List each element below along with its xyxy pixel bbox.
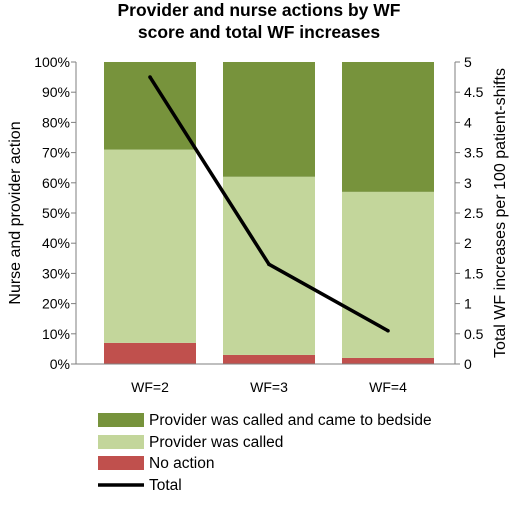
y-left-tick-label-5: 50%	[42, 205, 70, 221]
y-right-tick-label-7: 3.5	[464, 145, 484, 161]
plot-area: WF=2 WF=3 WF=4 0% 10% 20% 30% 40% 50% 60% 70% 80% 90…	[34, 54, 483, 395]
chart-title-line-1: Provider and nurse actions by WF	[118, 0, 401, 20]
legend-label-4: Total	[149, 477, 182, 494]
y-left-tick-label-2: 20%	[42, 296, 70, 312]
total-line-point-2	[267, 262, 271, 267]
y-right-tick-label-0: 0	[464, 356, 472, 372]
y-right-tick-label-10: 5	[464, 54, 472, 70]
y-left-tick-label-8: 80%	[42, 114, 70, 130]
legend: Provider was called and came to bedside P…	[98, 412, 432, 494]
y-right-tick-label-8: 4	[464, 114, 472, 130]
y-right-tick-label-3: 1.5	[464, 265, 484, 281]
legend-label-1: Provider was called and came to bedside	[149, 412, 432, 429]
y-right-tick-label-4: 2	[464, 235, 472, 251]
bar-segment-1-2	[223, 354, 315, 364]
y-axis-left-title: Nurse and provider action	[7, 121, 24, 304]
y-left-tick-label-9: 90%	[42, 84, 70, 100]
legend-swatch-2	[98, 435, 144, 449]
bar-segment-1-1	[104, 342, 196, 364]
y-right-tick-label-5: 2.5	[464, 205, 484, 221]
legend-label-2: Provider was called	[149, 434, 283, 451]
bar-segment-3-1	[104, 62, 196, 150]
chart-title-line-2: score and total WF increases	[138, 22, 380, 42]
legend-swatch-3	[98, 456, 144, 470]
bar-segment-2-1	[104, 149, 196, 343]
x-tick-label-2: WF=3	[250, 379, 288, 395]
legend-swatch-1	[98, 413, 144, 427]
y-axis-right-title: Total WF increases per 100 patient-shift…	[492, 68, 509, 358]
y-right-tick-label-9: 4.5	[464, 84, 484, 100]
y-left-tick-label-10: 100%	[34, 54, 70, 70]
total-line-point-1	[148, 75, 152, 79]
y-left-tick-label-6: 60%	[42, 175, 70, 191]
bar-segment-3-2	[223, 62, 315, 177]
bar-segment-3-3	[342, 62, 434, 192]
y-left-tick-label-7: 70%	[42, 145, 70, 161]
y-left-tick-label-3: 30%	[42, 265, 70, 281]
y-right-tick-label-1: 0.5	[464, 326, 484, 342]
x-tick-label-1: WF=2	[131, 379, 169, 395]
y-left-tick-label-4: 40%	[42, 235, 70, 251]
total-line-point-3	[386, 328, 390, 333]
y-right-tick-label-6: 3	[464, 175, 472, 191]
y-right-tick-label-2: 1	[464, 296, 472, 312]
bar-segment-2-3	[342, 191, 434, 358]
y-left-tick-label-1: 10%	[42, 326, 70, 342]
x-tick-label-3: WF=4	[369, 379, 407, 395]
legend-label-3: No action	[149, 455, 214, 472]
y-left-tick-label-0: 0%	[50, 356, 70, 372]
bar-segment-1-3	[342, 357, 434, 364]
